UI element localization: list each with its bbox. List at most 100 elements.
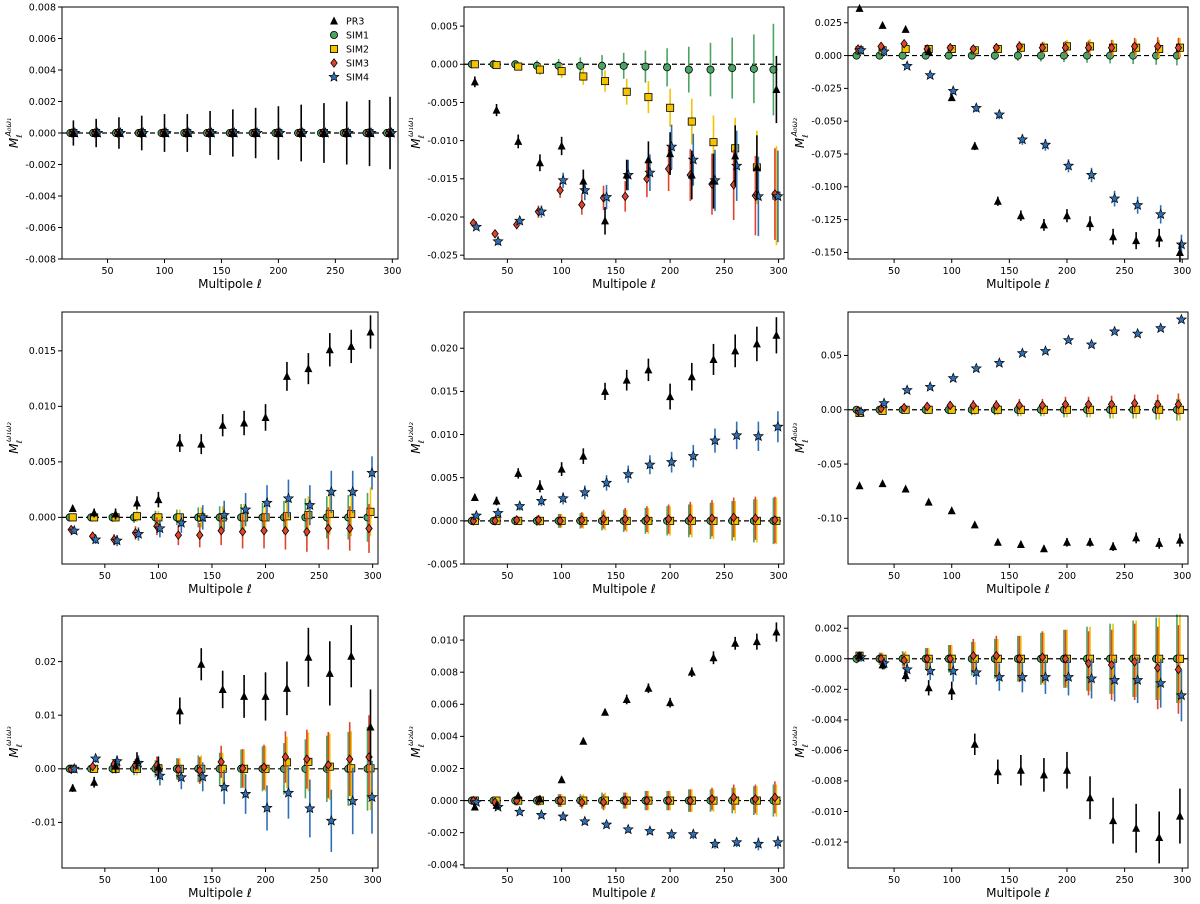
subplot-4: 0.015 0.010 0.005 0.000 50 100 150 200 250 300 Mul… — [4, 311, 382, 596]
data-point — [622, 823, 634, 835]
y-tick-label: -0.150 — [811, 248, 842, 259]
legend-label-sim4: SIM4 — [346, 73, 369, 84]
data-point — [709, 837, 721, 849]
data-point — [154, 495, 163, 504]
data-point — [342, 128, 351, 137]
data-point — [771, 515, 779, 525]
x-tick-label: 150 — [203, 875, 221, 886]
data-point — [261, 412, 270, 421]
data-point — [601, 216, 610, 225]
data-point — [1130, 398, 1139, 409]
x-tick-label: 300 — [364, 571, 382, 582]
data-point — [535, 481, 544, 490]
data-point — [1132, 823, 1141, 832]
x-tick-label: 300 — [770, 266, 788, 277]
data-point — [1059, 51, 1068, 60]
series-pr3 — [470, 317, 781, 506]
data-point — [731, 429, 743, 441]
data-point — [90, 777, 99, 786]
data-point — [946, 400, 954, 411]
data-point — [1038, 400, 1047, 411]
y-axis-label-sup: A₀ω₂ — [790, 117, 799, 137]
data-point — [1036, 51, 1045, 60]
data-point — [347, 341, 356, 350]
data-point — [470, 509, 482, 521]
data-point — [1108, 674, 1121, 685]
y-tick-label: -0.002 — [811, 685, 842, 696]
x-tick-label: 150 — [607, 571, 625, 582]
y-tick-label: -0.008 — [811, 776, 842, 787]
data-point — [1153, 41, 1162, 52]
data-point — [644, 458, 656, 470]
data-point — [619, 61, 628, 70]
data-point — [1086, 793, 1095, 802]
data-point — [1155, 233, 1164, 242]
data-point — [579, 72, 588, 81]
x-axis-label: Multipole ℓ — [986, 886, 1050, 900]
data-point — [729, 792, 738, 803]
y-axis-label-sup: ω₁ω₂ — [4, 421, 13, 442]
series-pr3 — [68, 625, 375, 792]
y-tick-label: -0.005 — [427, 98, 458, 109]
data-point — [557, 464, 566, 473]
y-axis-label-sub: ℓ — [15, 744, 24, 748]
data-point — [514, 791, 523, 800]
data-point — [557, 492, 569, 504]
data-point — [664, 795, 673, 806]
data-point — [901, 384, 913, 396]
legend-marker-sim2 — [329, 45, 338, 54]
data-point — [901, 60, 913, 71]
data-point — [239, 503, 252, 515]
data-point — [1109, 654, 1118, 663]
data-point — [347, 764, 356, 773]
series-sim3 — [854, 623, 1183, 714]
data-point — [1131, 199, 1144, 210]
data-point — [772, 190, 784, 202]
data-point — [578, 515, 586, 525]
data-point — [687, 117, 696, 126]
x-axis-label: Multipole ℓ — [188, 582, 252, 596]
subplot-3: 0.025 0.000 -0.025 -0.050 -0.075 -0.100 -0.125… — [790, 3, 1191, 291]
data-point — [251, 128, 260, 137]
y-tick-label: -0.012 — [811, 837, 842, 848]
data-point — [557, 67, 566, 76]
data-point — [1039, 345, 1052, 356]
y-axis-label-sub: ℓ — [417, 744, 426, 748]
data-point — [88, 761, 97, 772]
data-point — [599, 797, 608, 808]
y-axis-label-sup: ω₁ω₁ — [406, 117, 415, 137]
x-tick-label: 150 — [1000, 571, 1018, 582]
data-point — [492, 800, 501, 809]
subplot-6: 0.05 0.00 -0.05 -0.10 50 100 150 200 250 300 Multi… — [790, 311, 1191, 596]
data-point — [197, 439, 206, 448]
y-tick-label: -0.125 — [811, 215, 842, 226]
data-point — [752, 637, 761, 646]
data-point — [666, 698, 675, 707]
data-point — [154, 522, 166, 534]
data-point — [514, 214, 526, 226]
y-tick-label: -0.025 — [811, 84, 842, 95]
data-point — [514, 62, 523, 71]
data-point — [240, 418, 249, 427]
data-point — [600, 191, 613, 202]
data-point — [1016, 671, 1029, 682]
data-point — [970, 666, 982, 678]
data-point — [709, 354, 718, 363]
data-point — [1107, 399, 1116, 410]
data-point — [174, 764, 183, 775]
y-axis-label: Mℓω₁ω₃ — [4, 726, 24, 757]
data-point — [578, 199, 586, 210]
data-point — [1132, 405, 1141, 414]
data-point — [709, 653, 718, 662]
data-point — [1013, 51, 1022, 60]
y-tick-label: -0.025 — [427, 250, 458, 261]
data-point — [491, 228, 499, 239]
data-point — [993, 671, 1005, 682]
data-point — [535, 158, 544, 167]
data-point — [1016, 347, 1029, 359]
data-point — [111, 761, 120, 770]
y-axis-label: Mℓω₁ω₂ — [4, 421, 24, 453]
data-point — [752, 837, 765, 849]
data-point — [1109, 542, 1118, 551]
data-point — [366, 722, 375, 731]
